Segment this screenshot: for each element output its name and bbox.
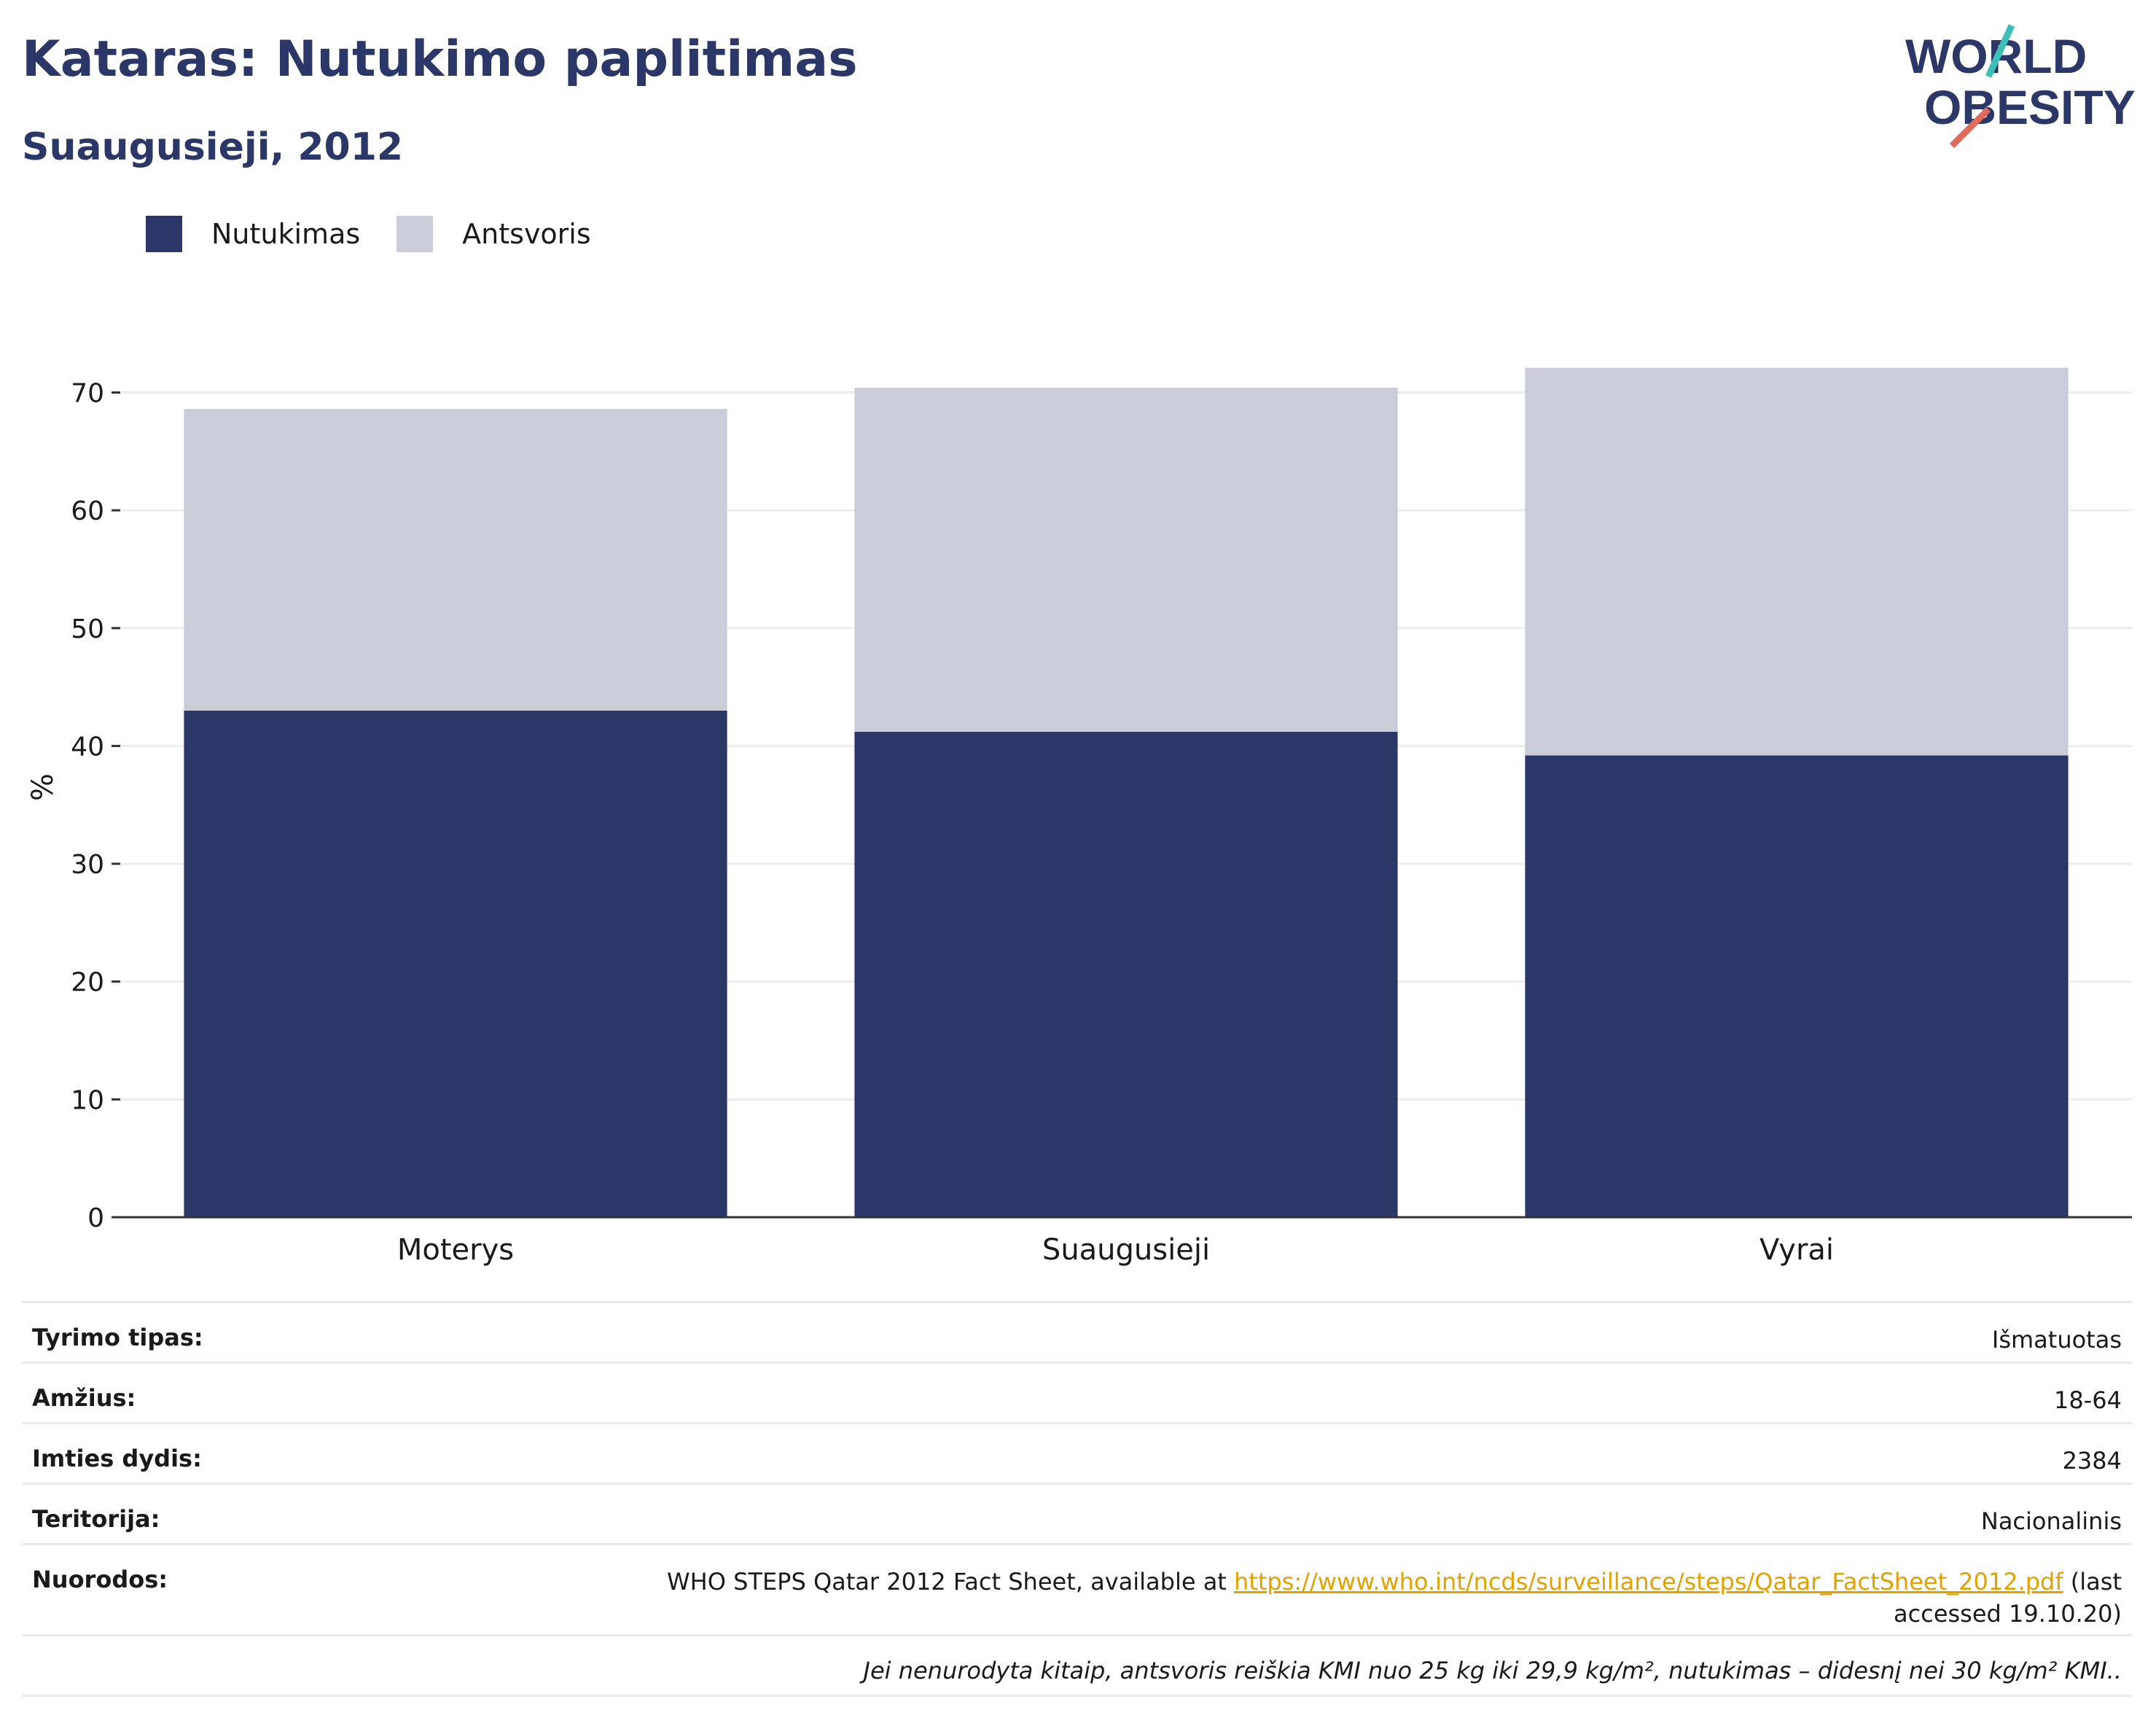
bar-chart: 0 10 20 30 40 50 60 70 Moterys Suaugusieji Vyrai% <box>26 367 2132 1267</box>
svg-text:OBESITY: OBESITY <box>1924 80 2136 134</box>
y-tick-label: 30 <box>71 850 104 880</box>
legend-label-overweight: Antsvoris <box>462 218 591 250</box>
info-table: Tyrimo tipas: Išmatuotas Amžius: 18-64 I… <box>22 1301 2132 1697</box>
bar-overweight <box>854 388 1398 733</box>
bar-obesity <box>1525 755 2069 1217</box>
chart-title: Kataras: Nutukimo paplitimas <box>22 31 858 88</box>
info-value: Išmatuotas <box>1991 1326 2122 1354</box>
y-tick-label: 10 <box>71 1085 104 1115</box>
info-key: Nuorodos: <box>32 1566 168 1593</box>
world-obesity-logo: WORLD OBESITY <box>1905 24 2136 149</box>
info-key: Amžius: <box>32 1384 136 1412</box>
info-row-note: Jei nenurodyta kitaip, antsvoris reiškia… <box>22 1634 2132 1697</box>
y-tick-label: 0 <box>87 1203 104 1233</box>
bar-obesity <box>184 710 727 1217</box>
y-tick-label: 20 <box>71 968 104 998</box>
bar-overweight <box>184 409 727 711</box>
info-value: WHO STEPS Qatar 2012 Fact Sheet, availab… <box>664 1545 2122 1630</box>
info-row-references: Nuorodos: WHO STEPS Qatar 2012 Fact Shee… <box>22 1543 2132 1634</box>
x-tick-label: Suaugusieji <box>1042 1233 1210 1267</box>
y-tick-label: 70 <box>71 378 104 408</box>
info-key: Teritorija: <box>32 1505 160 1533</box>
bar-obesity <box>854 732 1398 1217</box>
chart-subtitle: Suaugusieji, 2012 <box>22 125 404 169</box>
info-row-age: Amžius: 18-64 <box>22 1362 2132 1422</box>
info-value: 2384 <box>2062 1447 2122 1475</box>
definition-note: Jei nenurodyta kitaip, antsvoris reiškia… <box>863 1657 2122 1684</box>
info-value: Nacionalinis <box>1980 1507 2122 1535</box>
info-row-territory: Teritorija: Nacionalinis <box>22 1483 2132 1543</box>
y-tick-label: 60 <box>71 496 104 526</box>
info-value: 18-64 <box>2054 1386 2122 1414</box>
y-tick-label: 50 <box>71 614 104 644</box>
legend-swatch-obesity <box>146 216 182 252</box>
x-tick-label: Vyrai <box>1759 1233 1834 1267</box>
info-row-survey-type: Tyrimo tipas: Išmatuotas <box>22 1301 2132 1362</box>
info-key: Tyrimo tipas: <box>32 1324 203 1351</box>
info-key: Imties dydis: <box>32 1445 202 1472</box>
legend-swatch-overweight <box>397 216 434 252</box>
reference-prefix: WHO STEPS Qatar 2012 Fact Sheet, availab… <box>667 1568 1235 1596</box>
bar-overweight <box>1525 367 2069 756</box>
reference-suffix: (last accessed 19.10.20) <box>1894 1568 2122 1628</box>
chart-legend: Nutukimas Antsvoris <box>146 216 628 252</box>
y-axis-label: % <box>26 773 60 801</box>
x-tick-label: Moterys <box>397 1233 514 1267</box>
info-row-sample-size: Imties dydis: 2384 <box>22 1422 2132 1483</box>
y-tick-label: 40 <box>71 732 104 762</box>
reference-link[interactable]: https://www.who.int/ncds/surveillance/st… <box>1234 1568 2063 1596</box>
legend-label-obesity: Nutukimas <box>211 218 361 250</box>
